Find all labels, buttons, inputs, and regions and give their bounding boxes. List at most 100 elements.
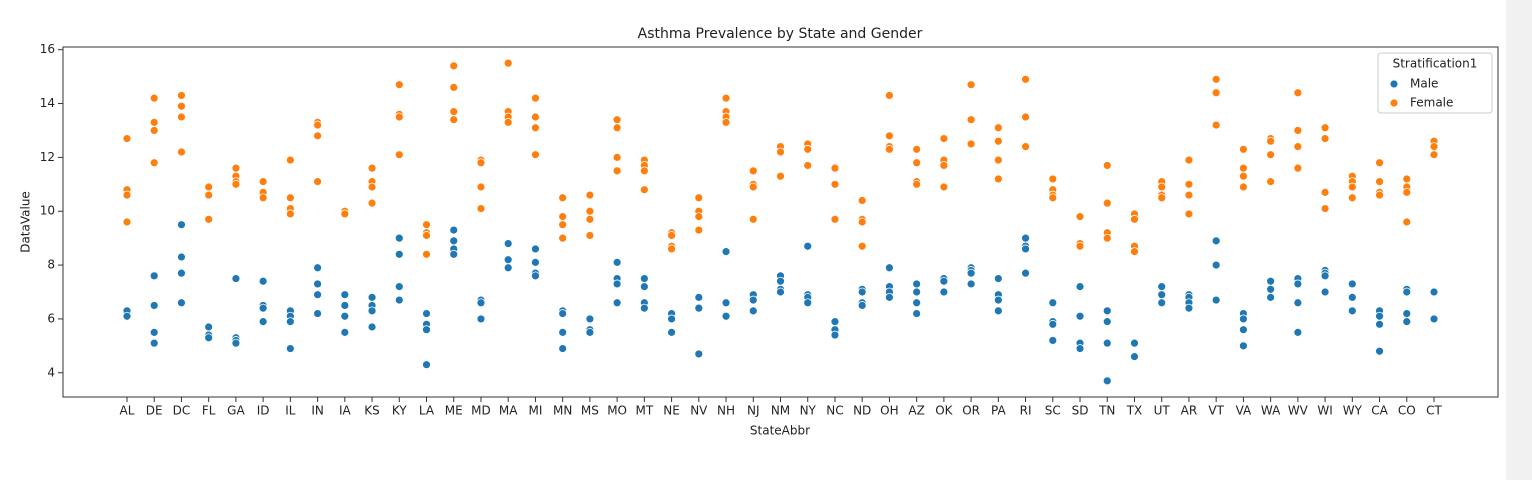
data-point — [503, 117, 513, 127]
x-tick-label: KS — [364, 404, 380, 418]
x-tick-label: NY — [800, 404, 817, 418]
data-point — [558, 327, 568, 337]
data-point — [912, 287, 922, 297]
data-point — [885, 292, 894, 302]
data-point — [1075, 241, 1085, 251]
x-tick-label: OR — [962, 404, 980, 418]
data-point — [285, 193, 295, 203]
data-point — [748, 295, 758, 305]
x-tick-label: IL — [285, 404, 296, 418]
data-point — [531, 123, 540, 133]
data-point — [503, 58, 513, 68]
data-point — [313, 131, 322, 141]
data-point — [912, 309, 922, 318]
y-tick-label: 8 — [47, 258, 55, 272]
x-tick-label: UT — [1154, 404, 1171, 418]
data-point — [639, 274, 649, 283]
data-point — [830, 330, 840, 340]
data-point — [149, 158, 159, 168]
data-point — [1102, 161, 1112, 170]
data-point — [1048, 319, 1058, 329]
data-point — [503, 255, 513, 265]
data-point — [1429, 150, 1439, 160]
y-tick-label: 12 — [40, 150, 55, 164]
data-point — [639, 282, 649, 292]
x-tick-label: FL — [202, 404, 216, 418]
data-point — [531, 257, 540, 267]
data-point — [422, 325, 431, 335]
data-point — [585, 327, 595, 337]
data-point — [1239, 325, 1248, 335]
data-point — [1402, 174, 1412, 184]
data-point — [612, 298, 622, 308]
data-point — [1102, 306, 1112, 316]
x-tick-label: MO — [607, 404, 627, 418]
y-tick-label: 4 — [47, 365, 55, 379]
legend-title: Stratification1 — [1393, 57, 1478, 71]
x-tick-label: MI — [528, 404, 542, 418]
x-tick-label: MS — [581, 404, 599, 418]
x-tick-label: IN — [311, 404, 324, 418]
y-tick-label: 14 — [40, 96, 55, 110]
data-point — [612, 115, 622, 125]
data-point — [1157, 282, 1167, 292]
data-point — [394, 233, 404, 243]
data-point — [449, 115, 459, 125]
data-point — [367, 182, 377, 192]
data-point — [1429, 287, 1439, 297]
data-point — [531, 93, 540, 103]
data-point — [204, 190, 214, 200]
data-point — [367, 198, 377, 208]
data-point — [177, 252, 186, 262]
data-point — [857, 301, 867, 310]
x-tick-label: NV — [690, 404, 708, 418]
data-point — [993, 123, 1003, 133]
data-point — [122, 311, 132, 321]
chart-title: Asthma Prevalence by State and Gender — [638, 26, 923, 42]
data-point — [231, 179, 241, 189]
data-point — [422, 309, 431, 318]
data-point — [1347, 279, 1357, 289]
data-point — [939, 276, 949, 286]
data-point — [394, 80, 404, 90]
data-point — [694, 212, 704, 222]
data-point — [122, 134, 132, 143]
data-point — [1239, 314, 1248, 324]
data-point — [1239, 341, 1248, 351]
data-point — [558, 220, 568, 230]
data-point — [1293, 126, 1303, 135]
x-tick-label: CA — [1371, 404, 1388, 418]
data-point — [313, 263, 322, 273]
data-point — [857, 241, 867, 251]
x-tick-label: ID — [257, 404, 270, 418]
data-point — [1157, 298, 1167, 308]
data-point — [313, 309, 322, 318]
data-point — [1429, 142, 1439, 152]
data-point — [122, 190, 132, 200]
data-point — [585, 206, 595, 216]
data-point — [1375, 346, 1384, 356]
data-point — [340, 290, 350, 300]
data-point — [313, 177, 322, 187]
data-point — [1266, 284, 1276, 294]
data-point — [612, 257, 622, 267]
data-point — [149, 117, 159, 127]
x-tick-label: LA — [419, 404, 435, 418]
data-point — [1211, 120, 1221, 130]
x-tick-label: VA — [1236, 404, 1252, 418]
data-point — [476, 314, 486, 324]
data-point — [531, 112, 540, 122]
data-point — [1130, 338, 1139, 348]
y-tick-label: 10 — [40, 204, 55, 218]
data-point — [422, 231, 431, 240]
data-point — [1320, 271, 1330, 281]
data-point — [1429, 314, 1439, 324]
data-point — [149, 338, 159, 348]
x-tick-label: GA — [227, 404, 245, 418]
data-point — [803, 161, 813, 170]
data-point — [1239, 163, 1248, 173]
data-point — [830, 214, 840, 224]
data-point — [585, 231, 595, 240]
data-point — [1130, 247, 1139, 257]
data-point — [1402, 217, 1412, 227]
